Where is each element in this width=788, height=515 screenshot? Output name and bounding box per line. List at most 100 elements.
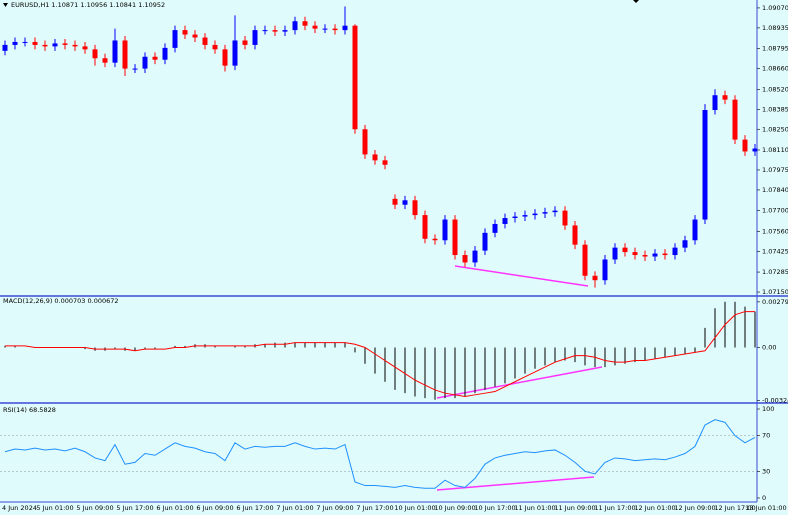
candle-body <box>122 40 128 69</box>
panel-title: EURUSD,H1 1.10871 1.10956 1.10841 1.1095… <box>11 1 165 9</box>
x-tick-label: 12 Jun 01:00 <box>634 504 675 512</box>
candle-body <box>452 219 458 256</box>
candle-body <box>512 216 518 219</box>
candle-body <box>552 210 558 213</box>
candle-body <box>472 250 478 263</box>
candle-body <box>272 30 278 32</box>
candle-body <box>412 200 418 216</box>
candle-body <box>542 212 548 214</box>
y-tick-label: 1.07285 <box>762 268 788 276</box>
candle-body <box>652 253 658 257</box>
x-tick-label: 11 Jun 17:00 <box>594 504 635 512</box>
divergence-line <box>436 366 603 399</box>
x-tick-label: 5 Jun 09:00 <box>76 504 113 512</box>
candle-body <box>492 223 498 233</box>
candle-body <box>382 160 388 165</box>
candle-body <box>162 47 168 60</box>
candle-body <box>242 40 248 45</box>
x-tick-label: 11 Jun 09:00 <box>554 504 595 512</box>
candle-body <box>72 44 78 47</box>
candle-body <box>712 95 718 111</box>
candle-body <box>362 129 368 155</box>
x-tick-label: 7 Jun 17:00 <box>356 504 393 512</box>
candle-body <box>282 30 288 32</box>
candle-body <box>722 95 728 100</box>
candle-body <box>752 148 758 152</box>
candle-body <box>42 44 48 47</box>
candle-body <box>682 240 688 248</box>
candle-body <box>192 34 198 38</box>
panel-title: MACD(12,26,9) 0.000703 0.000672 <box>3 297 119 305</box>
x-tick-label: 7 Jun 01:00 <box>276 504 313 512</box>
candle-body <box>102 58 108 63</box>
candle-body <box>342 25 348 31</box>
candle-body <box>522 215 528 217</box>
candle-body <box>692 219 698 241</box>
candle-body <box>582 244 588 276</box>
candle-body <box>432 238 438 241</box>
candle-body <box>392 198 398 205</box>
x-tick-label: 5 Jun 01:00 <box>36 504 73 512</box>
x-tick-label: 5 Jun 17:00 <box>116 504 153 512</box>
x-tick-label: 6 Jun 09:00 <box>196 504 233 512</box>
y-tick-label: 1.08110 <box>762 146 788 154</box>
candle-body <box>232 40 238 66</box>
candle-body <box>222 49 228 66</box>
candle-body <box>332 28 338 31</box>
divergence-line <box>436 476 595 491</box>
y-tick-label: 0 <box>762 494 766 502</box>
x-tick-label: 6 Jun 01:00 <box>156 504 193 512</box>
candle-body <box>212 44 218 50</box>
candle-body <box>112 40 118 63</box>
x-tick-label: 10 Jun 01:00 <box>394 504 435 512</box>
candle-body <box>602 259 608 281</box>
x-tick-label: 13 Jun 01:00 <box>745 504 786 512</box>
candle-body <box>532 213 538 216</box>
candle-body <box>402 200 408 205</box>
y-tick-label: 1.08795 <box>762 45 788 53</box>
x-tick-label: 6 Jun 17:00 <box>236 504 273 512</box>
candle-body <box>562 210 568 226</box>
candle-body <box>62 43 68 45</box>
y-tick-label: 1.08520 <box>762 85 788 93</box>
candle-body <box>622 247 628 253</box>
candle-body <box>312 25 318 29</box>
y-tick-label: 1.08385 <box>762 105 788 113</box>
candle-body <box>152 56 158 60</box>
candle-body <box>642 255 648 257</box>
x-tick-label: 12 Jun 17:00 <box>714 504 755 512</box>
candle-body <box>12 41 18 45</box>
y-tick-label: 1.07975 <box>762 166 788 174</box>
candle-body <box>92 49 98 59</box>
candle-body <box>172 30 178 48</box>
y-tick-label: 1.08935 <box>762 24 788 32</box>
candle-body <box>32 41 38 45</box>
y-tick-label: 1.07840 <box>762 186 788 194</box>
candle-body <box>132 68 138 70</box>
candle-body <box>292 21 298 31</box>
candle-body <box>52 43 58 47</box>
y-tick-label: -0.003249 <box>762 397 788 405</box>
signal-line <box>5 311 755 397</box>
candle-body <box>372 154 378 161</box>
candle-body <box>142 56 148 69</box>
candle-body <box>2 44 8 51</box>
panel-title: RSI(14) 68.5828 <box>3 406 56 414</box>
y-tick-label: 1.09070 <box>762 4 788 12</box>
x-tick-label: 12 Jun 09:00 <box>674 504 715 512</box>
candle-body <box>202 37 208 45</box>
y-tick-label: 1.07700 <box>762 207 788 215</box>
indicator-line <box>4 419 756 489</box>
y-tick-label: 1.08660 <box>762 65 788 73</box>
candle-body <box>702 110 708 220</box>
y-tick-label: 1.07560 <box>762 227 788 235</box>
y-tick-label: 1.07150 <box>762 288 788 296</box>
symbol-menu-icon[interactable] <box>3 3 8 7</box>
candle-body <box>462 255 468 263</box>
candle-body <box>592 275 598 281</box>
candle-body <box>612 247 618 260</box>
candle-body <box>632 252 638 256</box>
candle-body <box>482 232 488 251</box>
y-tick-label: 1.08250 <box>762 125 788 133</box>
